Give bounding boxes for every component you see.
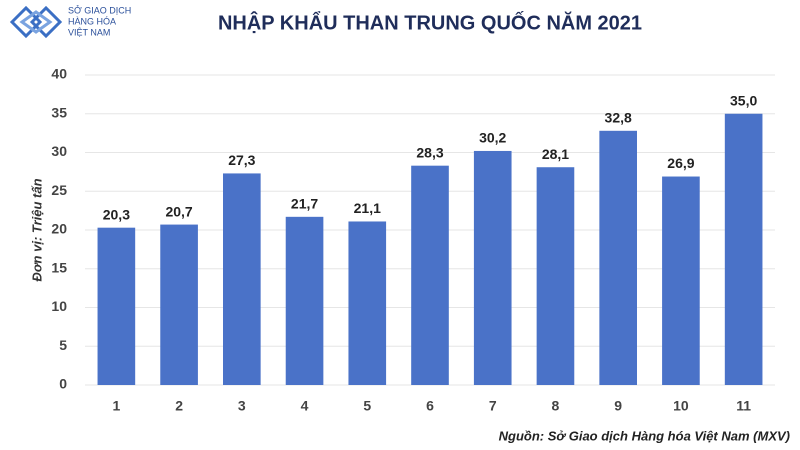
bar [473, 150, 512, 385]
x-tick-label: 4 [301, 398, 309, 414]
y-tick-label: 25 [51, 182, 67, 198]
x-tick-label: 10 [673, 398, 689, 414]
y-axis-label: Đơn vị: Triệu tấn [29, 178, 44, 281]
value-label: 28,1 [542, 146, 569, 162]
x-tick-label: 2 [175, 398, 183, 414]
value-label: 20,3 [103, 206, 130, 222]
logo-text: SỞ GIAO DỊCH [68, 4, 131, 15]
x-tick-label: 3 [238, 398, 246, 414]
y-tick-label: 40 [51, 66, 67, 82]
y-tick-label: 30 [51, 143, 67, 159]
value-label: 32,8 [605, 110, 632, 126]
value-label: 26,9 [667, 155, 694, 171]
y-tick-label: 15 [51, 259, 67, 275]
y-tick-label: 5 [59, 337, 67, 353]
value-label: 27,3 [228, 152, 255, 168]
value-label: 21,7 [291, 196, 318, 212]
x-tick-label: 9 [614, 398, 622, 414]
bar [662, 176, 700, 385]
value-label: 28,3 [416, 144, 443, 160]
bar [223, 173, 261, 385]
value-label: 35,0 [730, 92, 757, 108]
x-tick-label: 11 [736, 398, 751, 414]
bar [348, 221, 387, 385]
logo-mark [9, 5, 63, 39]
bar [599, 130, 637, 385]
chart-title: NHẬP KHẨU THAN TRUNG QUỐC NĂM 2021 [218, 10, 642, 34]
value-label: 30,2 [479, 130, 506, 146]
x-tick-label: 7 [489, 398, 497, 414]
y-tick-label: 35 [51, 104, 67, 120]
x-tick-label: 1 [112, 398, 120, 414]
bar [536, 167, 575, 385]
x-tick-label: 5 [363, 398, 371, 414]
y-tick-label: 10 [51, 298, 67, 314]
bar [724, 113, 763, 385]
value-label: 21,1 [354, 200, 381, 216]
x-tick-label: 6 [426, 398, 434, 414]
bar [97, 227, 136, 385]
logo-text: HÀNG HÓA [68, 16, 116, 26]
bar [285, 216, 324, 385]
x-tick-label: 8 [552, 398, 560, 414]
y-tick-label: 0 [59, 376, 67, 392]
logo-text: VIỆT NAM [68, 27, 110, 37]
y-tick-label: 20 [51, 221, 67, 237]
value-label: 20,7 [165, 203, 192, 219]
bar [411, 165, 449, 385]
source: Nguồn: Sở Giao dịch Hàng hóa Việt Nam (M… [499, 428, 790, 443]
bar [160, 224, 198, 385]
